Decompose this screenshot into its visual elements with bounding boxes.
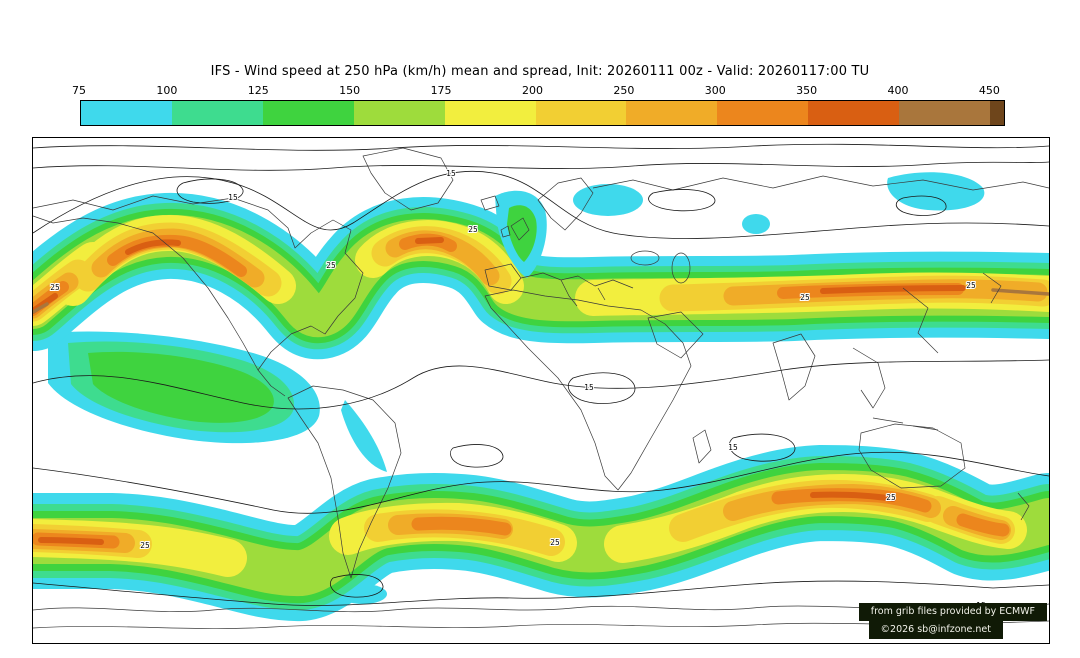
contour-labels: 25 15 25 25 15 25 25 25 25 15 25 15 15 <box>49 168 987 611</box>
tick-label: 300 <box>704 84 726 97</box>
credit-infzone: ©2026 sb@infzone.net <box>868 621 1003 639</box>
contour-label: 25 <box>468 225 478 234</box>
contour-label: 25 <box>800 293 810 302</box>
cold-wedge-patch <box>495 190 547 278</box>
contour-label: 25 <box>550 538 560 547</box>
colorbar-segment-overflow <box>990 101 1005 125</box>
tick-label: 75 <box>72 84 86 97</box>
tick-label: 100 <box>156 84 178 97</box>
tick-label: 175 <box>430 84 452 97</box>
contour-label: 15 <box>584 383 594 392</box>
colorbar-segment <box>535 101 627 125</box>
contour-label: 25 <box>326 261 336 270</box>
jet-stream-south <box>33 493 1049 573</box>
tick-label: 400 <box>887 84 909 97</box>
tick-label: 450 <box>978 84 1000 97</box>
tick-label: 250 <box>613 84 635 97</box>
colorbar-segment <box>171 101 263 125</box>
world-map: 25 15 25 25 15 25 25 25 25 15 25 15 15 f… <box>32 137 1050 644</box>
colorbar-segment <box>444 101 536 125</box>
spread-contours <box>33 143 1049 606</box>
contour-label: 25 <box>886 493 896 502</box>
credit-ecmwf: from grib files provided by ECMWF <box>858 603 1047 621</box>
tick-label: 200 <box>521 84 543 97</box>
contour-label: 15 <box>728 443 738 452</box>
colorbar-segment <box>81 101 172 125</box>
colorbar <box>80 100 1005 126</box>
colorbar-segment <box>353 101 445 125</box>
tick-label: 125 <box>247 84 269 97</box>
colorbar-segment <box>717 101 809 125</box>
colorbar-segment <box>262 101 354 125</box>
contour-label: 15 <box>228 193 238 202</box>
colorbar-segment <box>808 101 900 125</box>
chart-title: IFS - Wind speed at 250 hPa (km/h) mean … <box>210 64 870 79</box>
wind-speed-patches <box>48 172 985 604</box>
colorbar-segment <box>899 101 991 125</box>
contour-label: 15 <box>446 169 456 178</box>
colorbar-segment <box>626 101 718 125</box>
contour-label: 25 <box>50 283 60 292</box>
tick-label: 350 <box>796 84 818 97</box>
jet-stream-north <box>33 233 1049 316</box>
map-svg: 25 15 25 25 15 25 25 25 25 15 25 15 15 <box>33 138 1049 643</box>
colorbar-ticks: 75 100 125 150 175 200 250 300 350 400 4… <box>72 84 1000 97</box>
tick-label: 150 <box>339 84 361 97</box>
contour-label: 25 <box>966 281 976 290</box>
contour-label: 25 <box>140 541 150 550</box>
